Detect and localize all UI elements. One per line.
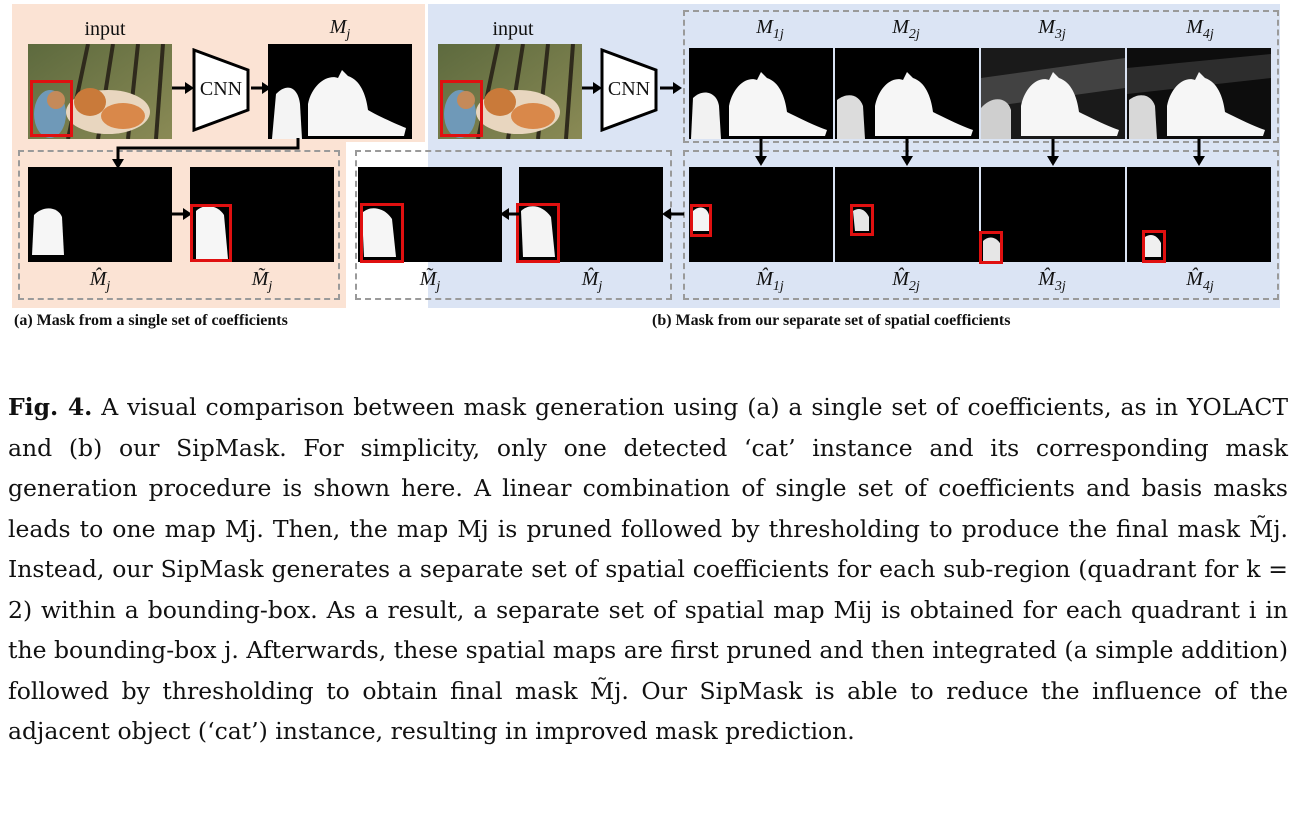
arrow-left (500, 208, 520, 220)
panel-b-map-3-image (981, 48, 1125, 139)
panel-b-sum-label: M̂j (581, 268, 603, 294)
panel-b-pruned-2-box (850, 204, 874, 236)
panel-b-pruned-1-label: M̂1j (756, 268, 784, 294)
panel-b-integration-group (355, 150, 672, 300)
panel-a-input-label: input (84, 18, 126, 40)
panel-b-spatial-maps-group (683, 10, 1279, 143)
panel-a-map-image (268, 44, 412, 139)
panel-b-pruned-3-box (979, 231, 1003, 264)
panel-b-caption: (b) Mask from our separate set of spatia… (652, 312, 1011, 329)
panel-b-pruned-4-image (1127, 167, 1271, 262)
panel-b-final-label: M̃j (419, 268, 441, 294)
panel-b-pruned-4-label: M̂4j (1186, 268, 1214, 294)
panel-b-sum-box (516, 203, 560, 263)
panel-b-detection-box (440, 80, 483, 137)
panel-a-pruned-label: M̂j (89, 268, 111, 294)
arrow-down (755, 139, 767, 166)
arrow-right (251, 82, 271, 94)
panel-a-cnn-label: CNN (199, 78, 243, 100)
panel-b-pruned-4-box (1142, 230, 1166, 263)
panel-a-pruning-group (18, 150, 340, 300)
panel-b-pruned-2-label: M̂2j (892, 268, 920, 294)
figure-number: Fig. 4. (8, 393, 93, 421)
panel-a-final-image (190, 167, 334, 262)
panel-b-map-2-image (835, 48, 979, 139)
panel-a-map-label: Mj (329, 16, 351, 42)
arrow-right (660, 82, 682, 94)
panel-b-input-image (438, 44, 582, 139)
arrow-down (1193, 139, 1205, 166)
panel-b-map-2-label: M2j (892, 16, 920, 42)
panel-a-caption: (a) Mask from a single set of coefficien… (14, 312, 288, 329)
panel-b-pruned-2-image (835, 167, 979, 262)
panel-b-cnn-label: CNN (607, 78, 651, 100)
panel-b-map-4-image (1127, 48, 1271, 139)
arrow-down-elbow (112, 138, 300, 169)
panel-a-final-box (190, 204, 232, 262)
arrow-right (582, 82, 602, 94)
arrow-down (901, 139, 913, 166)
figure-caption-body: A visual comparison between mask generat… (8, 393, 1288, 745)
panel-b-input-label: input (492, 18, 534, 40)
panel-a-final-label: M̃j (251, 268, 273, 294)
arrow-left (662, 208, 684, 220)
panel-b-pruned-1-box (690, 204, 712, 237)
panel-b-final-box (360, 203, 404, 263)
figure-caption: Fig. 4. A visual comparison between mask… (8, 387, 1288, 752)
panel-a-input-image (28, 44, 172, 139)
panel-a-detection-box (30, 80, 73, 137)
panel-b-map-1-image (689, 48, 833, 139)
panel-a-cnn-block: CNN (192, 47, 250, 133)
panel-b-final-image (358, 167, 502, 262)
arrow-right (172, 82, 194, 94)
panel-b-sum-image (519, 167, 663, 262)
panel-b-map-4-label: M4j (1186, 16, 1214, 42)
panel-b-pruned-3-label: M̂3j (1038, 268, 1066, 294)
arrow-down (1047, 139, 1059, 166)
panel-a-pruned-image (28, 167, 172, 262)
panel-b-map-1-label: M1j (756, 16, 784, 42)
panel-b-pruned-3-image (981, 167, 1125, 262)
arrow-right (172, 208, 192, 220)
panel-b-map-3-label: M3j (1038, 16, 1066, 42)
panel-b-pruned-maps-group (683, 150, 1279, 300)
panel-b-cnn-block: CNN (600, 47, 658, 133)
panel-b-pruned-1-image (689, 167, 833, 262)
